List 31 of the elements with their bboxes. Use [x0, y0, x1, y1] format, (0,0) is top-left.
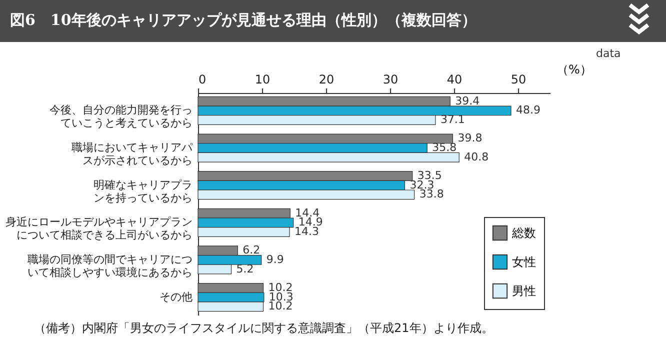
data-label: 40.8	[464, 150, 489, 164]
data-label: 6.2	[242, 244, 260, 257]
x-tick-label: 50	[510, 72, 526, 86]
data-label: 39.4	[455, 94, 480, 108]
y-tick-label: 身近にロールモデルやキャリアプランについて相談できる上司がいるから	[6, 216, 192, 242]
text: （備考）内閣府「男女のライフスタイルに関する意識調査」（平成21年）より作成。	[34, 320, 494, 337]
data-label: 14.3	[294, 224, 320, 238]
legend-label: 総数	[511, 226, 536, 240]
legend-label: 男性	[512, 284, 536, 298]
x-tick-label: 30	[382, 72, 398, 86]
chart-title: 図6 10年後のキャリアアップが見通せる理由（性別）（複数回答）	[10, 11, 476, 30]
data-label: 5.2	[236, 262, 254, 276]
y-tick-label: 職場においてキャリアパスが示されているから	[72, 141, 194, 168]
y-tick-label: 明確なキャリアプランを持っているから	[94, 178, 192, 204]
x-tick-label: 0	[198, 72, 206, 86]
y-tick-label: その他	[160, 290, 192, 304]
x-axis-title: （%）	[556, 62, 592, 76]
data-label: 35.8	[432, 141, 457, 154]
text: data	[596, 47, 621, 60]
x-tick-label: 20	[318, 72, 334, 86]
legend-label: 女性	[512, 255, 536, 269]
y-tick-label: 今後、自分の能力開発を行っていこうと考えているから	[50, 104, 192, 130]
x-tick-label: 40	[446, 72, 462, 86]
x-tick-label: 10	[254, 72, 270, 86]
data-label: 9.9	[266, 252, 284, 266]
data-label: 39.8	[458, 132, 482, 145]
data-label: 33.8	[419, 188, 444, 201]
data-label: 10.2	[268, 300, 293, 313]
y-tick-label: 職場の同僚等の間でキャリアについて相談しやすい環境にあるから	[28, 252, 192, 279]
data-label: 37.1	[440, 113, 465, 126]
data-label: 48.9	[516, 104, 540, 117]
